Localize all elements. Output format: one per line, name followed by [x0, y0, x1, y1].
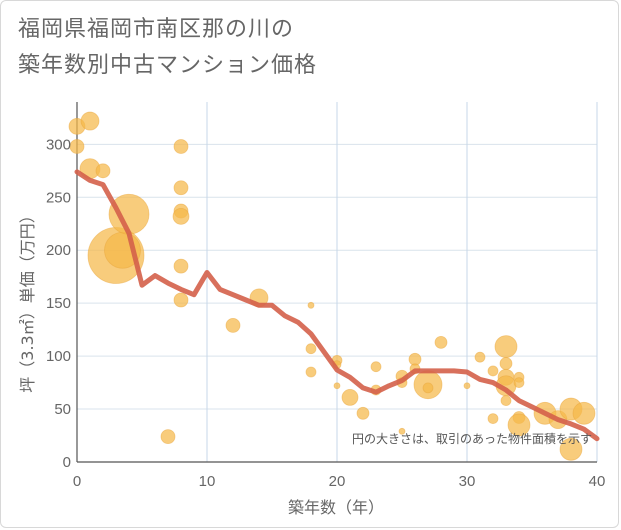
data-bubble [341, 389, 359, 406]
x-tick-label: 10 [199, 473, 216, 490]
data-bubble [500, 395, 512, 406]
y-tick-label: 100 [46, 348, 71, 365]
data-bubble [173, 258, 189, 274]
y-tick-label: 250 [46, 189, 71, 206]
chart-title: 福岡県福岡市南区那の川の 築年数別中古マンション価格 [18, 12, 317, 84]
data-bubble [69, 139, 85, 154]
y-tick-label: 50 [54, 401, 71, 418]
data-bubble [173, 292, 189, 308]
title-line-1: 福岡県福岡市南区那の川の [18, 17, 295, 42]
x-tick-label: 20 [329, 473, 346, 490]
y-tick-label: 0 [63, 454, 71, 471]
data-bubble [370, 361, 382, 373]
x-tick-label: 40 [589, 473, 606, 490]
data-bubble [225, 318, 241, 333]
tick-labels: 0 50 100 150 200 250 300 0 10 20 30 40 [46, 136, 605, 490]
data-bubble [172, 207, 190, 225]
data-bubble [80, 111, 100, 131]
data-bubble [513, 377, 525, 388]
data-bubble [422, 382, 434, 394]
data-bubble [305, 366, 317, 378]
data-bubble [507, 413, 531, 437]
data-bubble [398, 427, 406, 435]
bubble-size-note: 円の大きさは、取引のあった物件面積を示す [352, 431, 592, 446]
data-bubble [333, 382, 341, 390]
data-bubble [434, 335, 448, 349]
data-bubble [463, 382, 471, 390]
data-bubble [305, 343, 317, 355]
data-bubble [572, 401, 596, 425]
data-bubble [499, 357, 513, 370]
bubbles [68, 111, 596, 461]
y-tick-label: 150 [46, 295, 71, 312]
y-tick-label: 200 [46, 242, 71, 259]
data-bubble [95, 163, 111, 179]
data-bubble [173, 180, 189, 196]
data-bubble [160, 429, 176, 444]
average-price-line [74, 169, 600, 442]
title-line-2: 築年数別中古マンション価格 [18, 53, 318, 78]
grid-lines [76, 102, 598, 463]
x-tick-label: 30 [459, 473, 476, 490]
x-tick-label: 0 [73, 473, 81, 490]
data-bubble [307, 301, 315, 309]
data-bubble [487, 413, 499, 424]
data-bubble [356, 406, 370, 420]
y-axis-label: 坪（3.3㎡）単価（万円） [18, 207, 37, 392]
data-bubble [559, 437, 583, 461]
x-axis-label: 築年数（年） [288, 498, 384, 517]
data-bubble [487, 365, 499, 377]
data-bubble [494, 335, 518, 358]
data-bubble [474, 351, 486, 363]
y-tick-label: 300 [46, 136, 71, 153]
data-bubble [173, 139, 189, 154]
